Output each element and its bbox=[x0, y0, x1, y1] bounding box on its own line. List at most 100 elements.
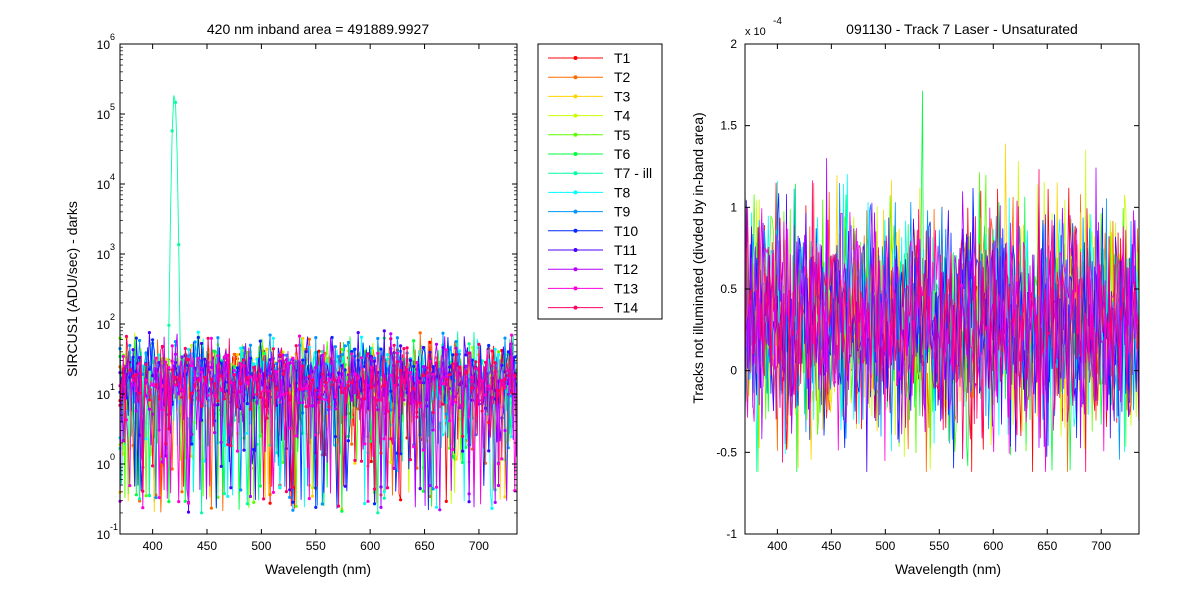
data-point bbox=[333, 378, 337, 382]
legend-item: T12 bbox=[548, 261, 638, 277]
data-point bbox=[190, 391, 194, 395]
data-point bbox=[320, 353, 324, 357]
data-point bbox=[399, 359, 403, 364]
data-point bbox=[258, 484, 262, 488]
data-point bbox=[369, 459, 373, 464]
data-point bbox=[327, 405, 331, 409]
legend-item: T11 bbox=[548, 242, 637, 258]
data-point bbox=[281, 350, 285, 354]
right-y-multiplier-base: x 10 bbox=[745, 26, 766, 38]
data-point bbox=[376, 336, 380, 341]
data-point bbox=[320, 502, 324, 506]
data-point bbox=[418, 376, 422, 380]
data-point bbox=[382, 329, 386, 333]
data-point bbox=[353, 347, 357, 351]
right-x-axis-label: Wavelength (nm) bbox=[895, 561, 1001, 577]
data-point bbox=[464, 370, 468, 374]
data-point bbox=[170, 467, 174, 471]
data-point bbox=[216, 399, 220, 403]
data-point bbox=[138, 356, 142, 360]
data-point bbox=[216, 495, 220, 499]
data-point bbox=[405, 346, 409, 350]
data-point bbox=[441, 433, 445, 437]
data-point bbox=[170, 368, 174, 372]
data-point bbox=[496, 388, 501, 393]
data-point bbox=[294, 344, 298, 348]
data-point bbox=[333, 395, 337, 399]
right-y-axis-label: Tracks not illuminated (divded by in-ban… bbox=[690, 112, 706, 403]
data-point bbox=[346, 340, 350, 345]
data-point bbox=[164, 442, 168, 446]
data-point bbox=[131, 374, 135, 378]
data-point bbox=[200, 370, 204, 374]
left-axes-frame bbox=[119, 43, 518, 535]
y-tick-label: 0 bbox=[730, 364, 737, 378]
data-point bbox=[301, 358, 305, 362]
data-point bbox=[346, 384, 350, 388]
data-point bbox=[128, 368, 132, 372]
data-point bbox=[487, 343, 491, 348]
y-tick-label: 0.5 bbox=[720, 282, 737, 296]
data-point bbox=[239, 346, 243, 350]
data-point bbox=[291, 500, 295, 504]
data-point bbox=[307, 345, 311, 349]
data-point bbox=[366, 499, 370, 503]
data-point bbox=[314, 388, 318, 392]
right-y-multiplier-exponent: -4 bbox=[773, 16, 782, 27]
data-point bbox=[474, 360, 478, 364]
data-point bbox=[271, 347, 275, 351]
x-tick-label: 650 bbox=[1037, 539, 1057, 553]
data-point bbox=[291, 485, 295, 489]
y-tick-label: 1.5 bbox=[720, 119, 737, 133]
data-point bbox=[337, 504, 341, 508]
data-point bbox=[229, 486, 233, 490]
data-point bbox=[448, 365, 452, 369]
data-point bbox=[196, 378, 200, 382]
data-point bbox=[239, 488, 243, 492]
series-line bbox=[119, 333, 517, 510]
data-point bbox=[235, 353, 240, 357]
data-point bbox=[324, 398, 328, 402]
data-point bbox=[128, 371, 132, 375]
data-point bbox=[258, 395, 262, 399]
data-point bbox=[353, 391, 357, 395]
y-tick-label: 104 bbox=[97, 172, 115, 192]
data-point bbox=[219, 374, 223, 378]
data-point bbox=[461, 449, 465, 453]
data-point bbox=[389, 389, 393, 393]
data-point bbox=[510, 333, 514, 337]
legend-items: T1 T2 T3 T4 T5 T6 T7 - ill T8 T9 T10 T11 T12 T13 T14 bbox=[548, 50, 652, 316]
data-point bbox=[343, 386, 347, 390]
data-point bbox=[245, 502, 249, 506]
data-point bbox=[301, 401, 305, 405]
data-point bbox=[418, 405, 422, 409]
data-point bbox=[340, 364, 344, 368]
data-point bbox=[346, 439, 350, 443]
data-point bbox=[421, 345, 426, 350]
x-tick-label: 700 bbox=[1091, 539, 1111, 553]
y-tick-label: 102 bbox=[97, 312, 115, 332]
data-point bbox=[337, 376, 341, 380]
data-point bbox=[281, 372, 285, 376]
data-point bbox=[480, 409, 484, 413]
data-point bbox=[415, 360, 419, 365]
data-point bbox=[284, 353, 288, 357]
data-point bbox=[141, 372, 145, 376]
right-chart: 400 450 500 550 600 650 700 -1 -0.5 0 0.5 1 1.5 2 x … bbox=[690, 16, 1140, 577]
data-point bbox=[399, 498, 403, 502]
data-point bbox=[245, 380, 249, 385]
data-point bbox=[200, 366, 204, 370]
data-point bbox=[412, 386, 416, 391]
y-tick-label: 103 bbox=[97, 242, 115, 262]
y-tick-exponent: 2 bbox=[110, 312, 115, 322]
data-point bbox=[314, 505, 318, 509]
data-point bbox=[389, 332, 393, 336]
data-point bbox=[226, 443, 230, 447]
data-point bbox=[310, 404, 315, 408]
data-point bbox=[376, 511, 380, 515]
data-point bbox=[183, 346, 187, 351]
data-point bbox=[278, 353, 282, 357]
data-point bbox=[177, 377, 181, 381]
data-point bbox=[356, 376, 360, 380]
